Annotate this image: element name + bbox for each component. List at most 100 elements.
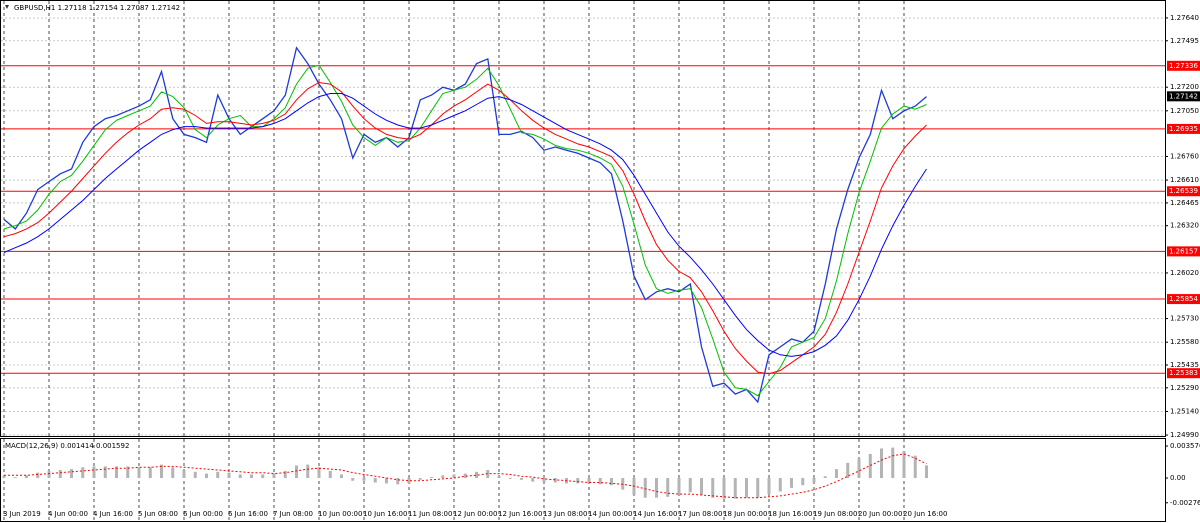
y-tick-label: 1.26020: [1170, 269, 1199, 277]
x-tick-label: 10 Jun 00:00: [318, 510, 362, 518]
macd-bar: [576, 478, 580, 484]
macd-bar: [317, 467, 321, 479]
level-label: 1.25383: [1169, 369, 1198, 377]
x-tick-label: 4 Jun 16:00: [93, 510, 133, 518]
macd-bar: [193, 471, 197, 479]
macd-bar: [666, 478, 670, 497]
macd-bar: [441, 475, 445, 479]
y-tick-label: 1.24990: [1170, 431, 1199, 439]
macd-bar: [497, 476, 501, 479]
macd-bar: [688, 478, 692, 493]
macd-bar: [823, 476, 827, 479]
x-tick-label: 12 Jun 16:00: [498, 510, 542, 518]
x-tick-label: 7 Jun 08:00: [273, 510, 313, 518]
y-tick-label: 1.25140: [1170, 407, 1199, 415]
x-tick-label: 20 Jun 16:00: [903, 510, 947, 518]
macd-bar: [598, 478, 602, 485]
macd-bar: [643, 478, 647, 498]
macd-bar: [36, 472, 40, 479]
x-tick-label: 5 Jun 08:00: [138, 510, 178, 518]
y-tick-label: 1.27495: [1170, 37, 1199, 45]
macd-bar: [295, 465, 298, 479]
macd-bar: [81, 467, 85, 479]
macd-bar: [868, 453, 872, 479]
macd-bar: [250, 474, 253, 479]
macd-bar: [655, 478, 658, 498]
macd-bar: [362, 478, 366, 481]
macd-bar: [418, 478, 422, 480]
macd-bar: [531, 478, 535, 482]
macd-bar: [340, 474, 343, 479]
main-pane: [0, 0, 1166, 437]
macd-bar: [486, 469, 490, 479]
chart-title: GBPUSD,H1 1.27118 1.27154 1.27087 1.2714…: [14, 4, 180, 12]
x-tick-label: 10 Jun 16:00: [363, 510, 407, 518]
macd-bar: [92, 466, 96, 479]
x-tick-label: 11 Jun 08:00: [408, 510, 452, 518]
macd-bar: [801, 478, 805, 486]
macd-bar: [733, 478, 737, 499]
macd-bar: [373, 478, 377, 483]
x-tick-label: 4 Jun 00:00: [48, 510, 88, 518]
macd-bar: [58, 469, 62, 479]
level-label-box: [1167, 186, 1200, 197]
macd-bar: [790, 478, 793, 488]
y-tick-label: 1.27640: [1170, 14, 1199, 22]
level-label-box: [1167, 368, 1200, 379]
macd-bar: [767, 478, 771, 495]
level-label-box: [1167, 123, 1200, 134]
y-tick-label: 1.26465: [1170, 199, 1199, 207]
macd-bar: [430, 477, 433, 479]
macd-bar: [463, 473, 467, 479]
macd-bar: [553, 478, 557, 483]
macd-bar: [261, 474, 265, 479]
macd-bar: [520, 478, 523, 480]
macd-bar: [126, 466, 130, 479]
x-tick-label: 20 Jun 00:00: [858, 510, 902, 518]
macd-bar: [396, 478, 400, 485]
macd-bar: [70, 469, 73, 479]
macd-bar: [745, 478, 748, 498]
x-tick-label: 14 Jun 00:00: [588, 510, 632, 518]
moving-average: [3, 93, 927, 357]
macd-pane: [0, 438, 1166, 522]
macd-bar: [351, 478, 355, 481]
y-tick-label: -0.002764: [1170, 499, 1200, 507]
macd-bar: [756, 478, 760, 498]
y-tick-label: 1.26760: [1170, 152, 1199, 160]
macd-bar: [328, 470, 332, 479]
macd-bar: [148, 467, 152, 479]
level-label-box: [1167, 246, 1200, 257]
macd-bar: [238, 474, 242, 479]
level-label: 1.26935: [1169, 125, 1198, 133]
y-tick-label: 1.25435: [1170, 361, 1199, 369]
macd-bar: [778, 478, 782, 492]
x-tick-label: 13 Jun 08:00: [543, 510, 587, 518]
macd-bar: [227, 472, 231, 479]
macd-bar: [385, 478, 388, 484]
macd-bar: [913, 455, 917, 479]
macd-bar: [812, 478, 816, 483]
macd-bar: [205, 473, 208, 479]
macd-bar: [137, 467, 141, 479]
macd-bar: [407, 478, 411, 484]
x-tick-label: 12 Jun 00:00: [453, 510, 497, 518]
y-tick-label: 1.25730: [1170, 315, 1199, 323]
macd-bar: [508, 478, 512, 479]
level-label: 1.25854: [1169, 295, 1198, 303]
macd-bar: [306, 464, 310, 479]
level-label-box: [1167, 294, 1200, 305]
y-tick-label: 1.27200: [1170, 83, 1199, 91]
level-label: 1.27336: [1169, 62, 1198, 70]
macd-bar: [880, 448, 883, 479]
y-tick-label: 1.25290: [1170, 384, 1199, 392]
macd-bar: [283, 470, 287, 479]
y-tick-label: 1.27050: [1170, 107, 1199, 115]
moving-average: [3, 64, 927, 397]
moving-average: [3, 81, 927, 375]
macd-bar: [25, 475, 28, 479]
macd-bar: [925, 465, 928, 479]
x-tick-label: 17 Jun 08:00: [678, 510, 722, 518]
macd-bar: [846, 462, 850, 479]
